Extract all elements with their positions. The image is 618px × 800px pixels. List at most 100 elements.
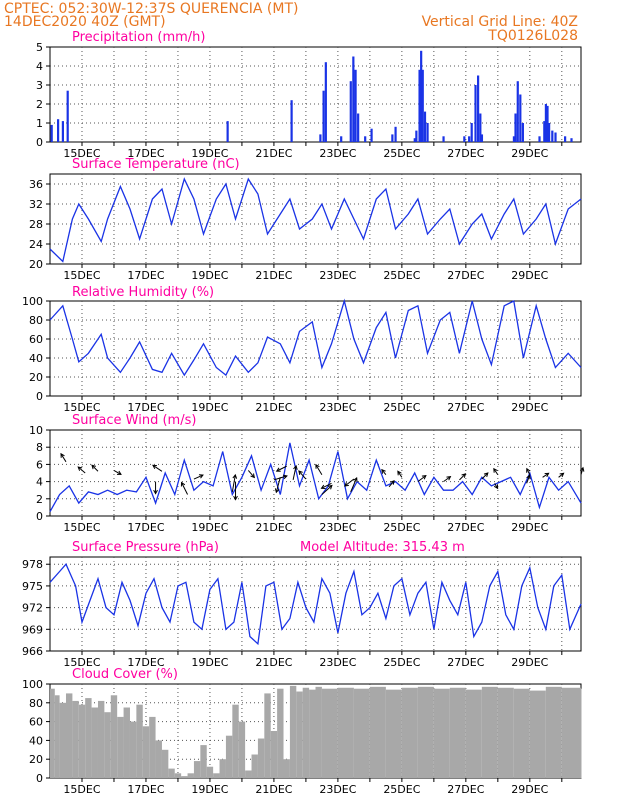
- x-tick-label: 23DEC: [319, 401, 356, 414]
- y-tick-label: 36: [29, 178, 43, 191]
- cloud-bar: [277, 688, 284, 778]
- x-tick-label: 29DEC: [511, 147, 548, 160]
- wind-arrow-head: [298, 470, 303, 476]
- x-tick-label: 29DEC: [511, 401, 548, 414]
- x-tick-label: 17DEC: [127, 401, 164, 414]
- wind-arrow: [558, 472, 564, 478]
- wind-arrow-head: [274, 488, 280, 494]
- wind-arrow-head: [493, 484, 499, 490]
- panel-4: 966 969 972 975 978 15DEC 17DEC 19DEC 21DEC 23DEC…: [22, 540, 582, 669]
- wind-arrow-head: [198, 474, 204, 479]
- precip-bar: [476, 75, 480, 142]
- precip-bar: [442, 136, 445, 142]
- y-tick-label: 10: [29, 424, 43, 437]
- wind-arrow-head: [77, 466, 83, 471]
- cloud-bar: [136, 704, 143, 778]
- y-tick-label: 0: [36, 390, 43, 403]
- y-tick-label: 32: [29, 198, 43, 211]
- cloud-bar: [449, 687, 466, 778]
- y-tick-label: 2: [36, 493, 43, 506]
- y-tick-label: 40: [29, 352, 43, 365]
- x-tick-label: 21DEC: [255, 401, 292, 414]
- y-tick-label: 100: [22, 295, 43, 308]
- x-tick-label: 27DEC: [447, 521, 484, 534]
- cloud-bar: [513, 688, 530, 778]
- wind-arrow: [231, 474, 236, 493]
- x-tick-label: 27DEC: [447, 147, 484, 160]
- wind-arrow-head: [152, 464, 157, 470]
- cloud-bar: [213, 773, 220, 778]
- cloud-bar: [219, 759, 226, 778]
- precip-bar: [56, 119, 60, 142]
- cloud-bar: [337, 687, 354, 778]
- wind-arrow: [292, 465, 297, 480]
- wind-arrow-head: [344, 482, 349, 487]
- cloud-bar: [529, 690, 546, 778]
- wind-arrow: [113, 469, 122, 475]
- wind-arrow-head: [232, 473, 238, 479]
- x-tick-label: 25DEC: [383, 147, 420, 160]
- precip-bar: [543, 121, 546, 142]
- wind-arrow-head: [526, 467, 531, 473]
- cloud-bar: [433, 688, 450, 778]
- precip-bar: [415, 130, 418, 142]
- cloud-bar: [91, 707, 98, 778]
- wind-arrow: [526, 468, 531, 475]
- cloud-bar: [117, 716, 124, 778]
- precip-bar: [468, 136, 471, 142]
- cloud-bar: [401, 687, 418, 778]
- cloud-bar: [251, 754, 258, 778]
- precip-bar: [61, 121, 64, 142]
- precip-bar: [413, 138, 416, 142]
- y-tick-label: 969: [22, 623, 43, 636]
- precip-bar: [480, 134, 484, 142]
- wind-arrow: [443, 476, 451, 483]
- wind-arrow-head: [282, 474, 288, 480]
- precip-bar: [324, 62, 327, 143]
- precip-bar: [564, 136, 567, 142]
- y-tick-label: 100: [22, 678, 43, 691]
- cloud-bar: [232, 704, 239, 778]
- precip-bar: [479, 113, 482, 142]
- x-tick-label: 23DEC: [319, 147, 356, 160]
- cloud-bar: [302, 687, 310, 778]
- cloud-bar: [104, 712, 111, 778]
- cloud-bar: [54, 695, 60, 778]
- wind-arrow: [315, 464, 323, 475]
- cloud-bar: [168, 768, 175, 778]
- panel-0: 0 1 2 3 4 5 15DEC 17DEC 19DEC 21DEC 23DEC 25DEC 27DE…: [36, 30, 582, 160]
- x-tick-label: 25DEC: [383, 783, 420, 796]
- y-tick-label: 0: [36, 510, 43, 523]
- wind-arrow-head: [250, 473, 256, 479]
- cloud-bar: [149, 716, 156, 778]
- precip-bar: [548, 123, 551, 142]
- cloud-bar: [155, 740, 162, 778]
- y-tick-label: 60: [29, 716, 43, 729]
- x-tick-label: 29DEC: [511, 656, 548, 669]
- cloud-bar: [581, 688, 582, 778]
- x-tick-label: 19DEC: [191, 269, 228, 282]
- cloud-bar: [481, 686, 498, 778]
- precip-bar: [463, 136, 466, 142]
- wind-arrow: [526, 475, 531, 484]
- cloud-bar: [174, 773, 182, 778]
- y-tick-label: 975: [22, 580, 43, 593]
- y-tick-label: 978: [22, 558, 43, 571]
- cloud-bar: [315, 686, 322, 778]
- precip-bar: [226, 121, 229, 142]
- cloud-bar: [465, 689, 482, 778]
- cloud-bar: [187, 773, 194, 778]
- header: CPTEC: 052:30W-12:37S QUERENCIA (MT) 14D…: [4, 1, 578, 44]
- cloud-bar: [417, 686, 434, 778]
- wind-arrow: [481, 472, 489, 480]
- precip-bar: [544, 104, 548, 142]
- cloud-bar: [206, 766, 214, 778]
- wind-arrow: [417, 475, 427, 483]
- wind-arrow: [275, 477, 281, 493]
- wind-arrow: [350, 477, 358, 493]
- cloud-bar: [321, 688, 338, 778]
- x-tick-label: 17DEC: [127, 656, 164, 669]
- wind-arrow-head: [91, 464, 96, 470]
- y-tick-label: 40: [29, 734, 43, 747]
